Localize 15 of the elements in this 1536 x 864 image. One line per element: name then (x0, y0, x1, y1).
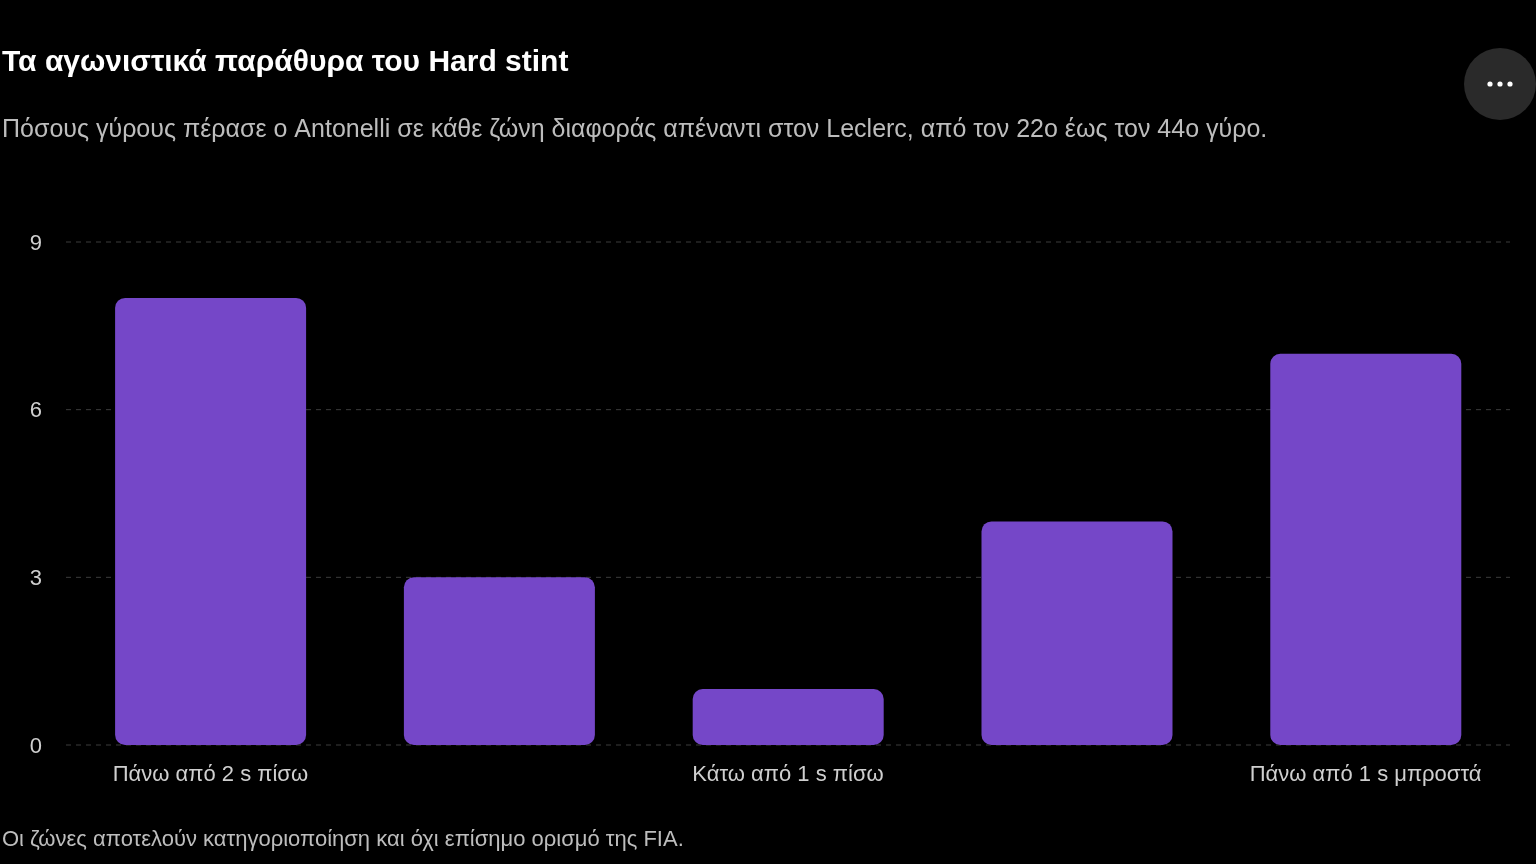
bar (981, 521, 1173, 745)
bar (403, 577, 595, 745)
y-tick-label: 3 (29, 565, 42, 591)
bar (1270, 353, 1462, 745)
x-tick-label: Πάνω από 1 s μπροστά (1249, 760, 1482, 786)
chart-subtitle: Πόσους γύρους πέρασε ο Antonelli σε κάθε ζώνη διαφοράς απέναντι στον Leclerc, από τον 22ο έως τον 44ο γύρο. (2, 113, 1269, 144)
x-tick-label: Κάτω από 1 s πίσω (692, 760, 884, 786)
text: Οι ζώνες αποτελούν κατηγοριοποίηση και όχι επίσημο ορισμό της FIA. (2, 826, 684, 852)
x-tick-label: Πάνω από 2 s πίσω (112, 760, 309, 786)
bar (115, 297, 307, 745)
y-tick-label: 6 (29, 397, 42, 423)
bar (692, 689, 884, 745)
y-tick-label: 0 (29, 732, 42, 758)
chart-title: Τα αγωνιστικά παράθυρα του Hard stint (2, 44, 569, 78)
y-tick-label: 9 (29, 229, 42, 255)
